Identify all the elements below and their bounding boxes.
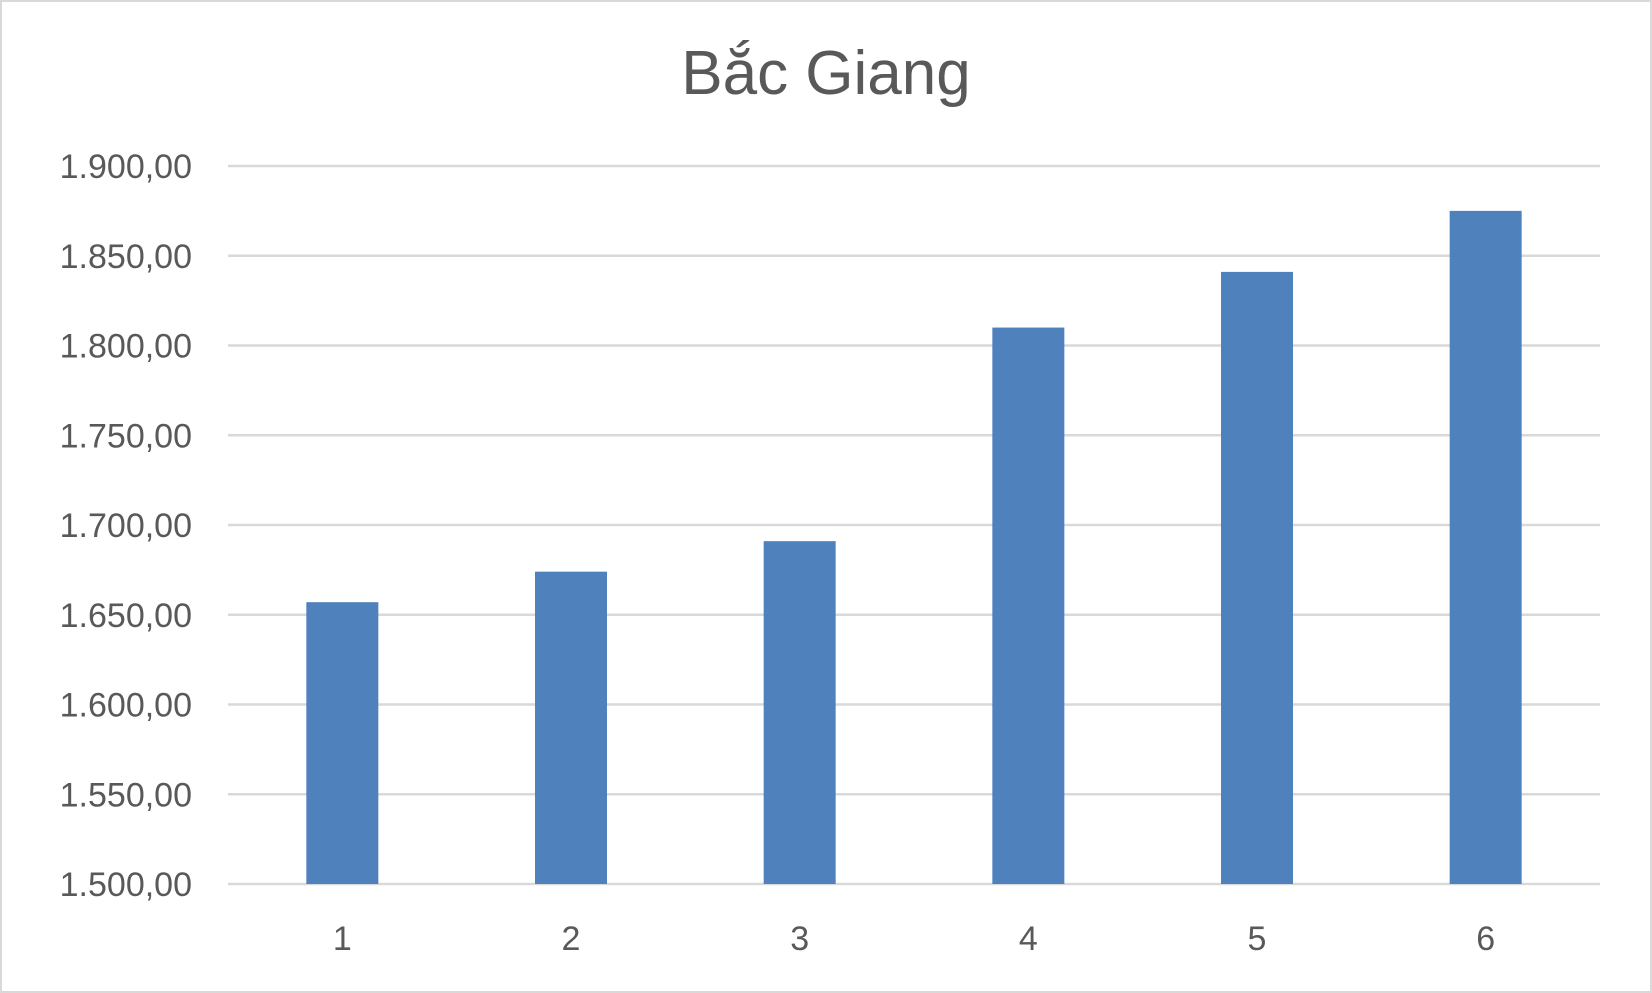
y-tick-label: 1.850,00 bbox=[60, 238, 192, 276]
y-tick-label: 1.500,00 bbox=[60, 866, 192, 904]
y-axis-tick-labels: 1.500,00 1.550,00 1.600,00 1.650,00 1.700,00… bbox=[60, 148, 192, 904]
x-tick-label: 5 bbox=[1248, 920, 1267, 958]
x-tick-label: 3 bbox=[790, 920, 809, 958]
bar bbox=[306, 602, 379, 884]
x-tick-label: 4 bbox=[1019, 920, 1038, 958]
y-tick-label: 1.750,00 bbox=[60, 417, 192, 455]
x-tick-label: 6 bbox=[1476, 920, 1495, 958]
y-tick-label: 1.700,00 bbox=[60, 507, 192, 545]
bar bbox=[1221, 271, 1293, 884]
bars bbox=[306, 210, 1522, 884]
bar bbox=[992, 327, 1065, 884]
x-tick-label: 1 bbox=[333, 920, 352, 958]
gridlines bbox=[228, 164, 1600, 886]
y-tick-label: 1.600,00 bbox=[60, 687, 192, 725]
y-tick-label: 1.650,00 bbox=[60, 597, 192, 635]
chart-title: Bắc Giang bbox=[681, 39, 971, 108]
y-tick-label: 1.900,00 bbox=[60, 148, 192, 186]
x-tick-label: 2 bbox=[562, 920, 581, 958]
bar bbox=[1449, 210, 1522, 884]
x-axis-tick-labels: 1 2 3 4 5 6 bbox=[333, 920, 1495, 958]
y-tick-label: 1.550,00 bbox=[60, 776, 192, 814]
bar bbox=[535, 571, 607, 884]
y-tick-label: 1.800,00 bbox=[60, 328, 192, 366]
bar bbox=[763, 541, 836, 884]
